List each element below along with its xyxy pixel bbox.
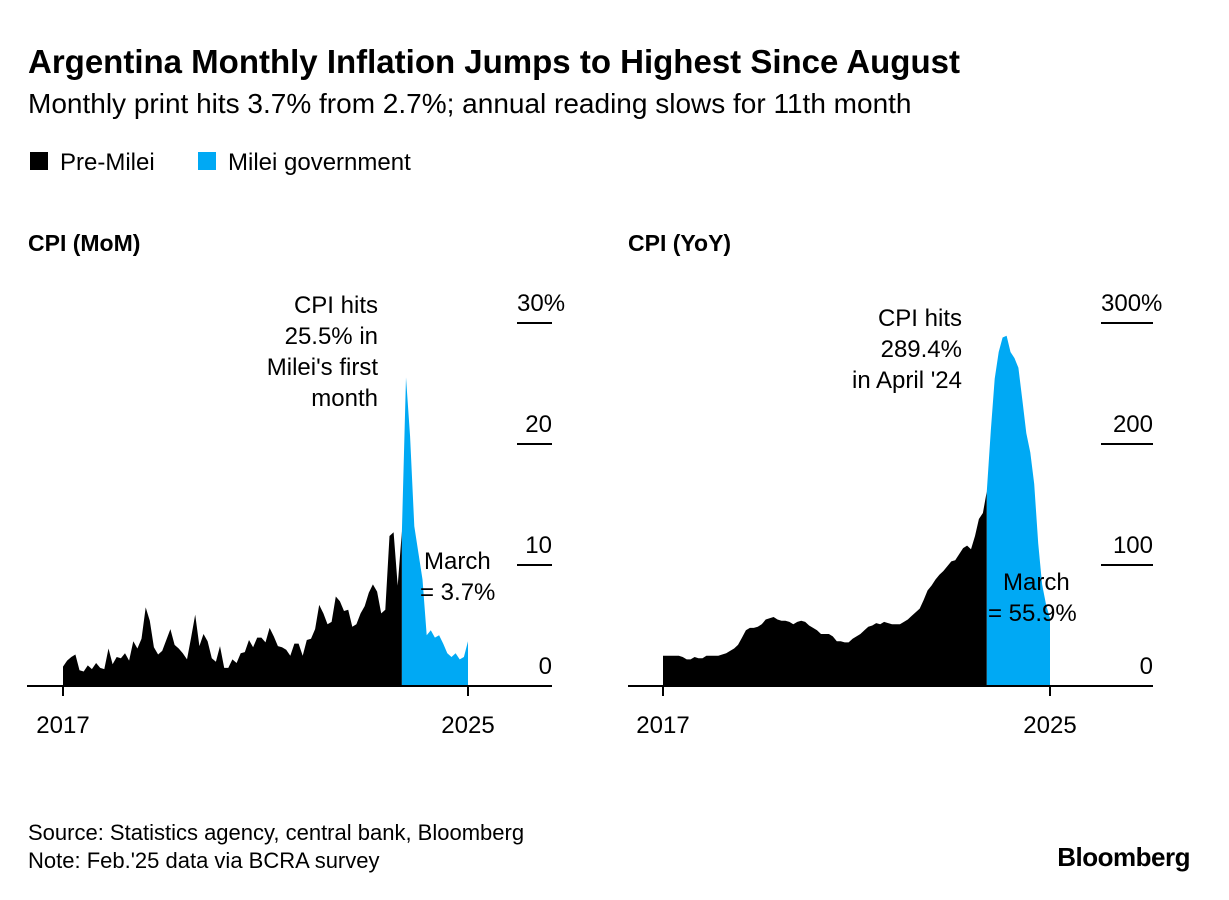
x-tick-label-2017: 2017 bbox=[636, 712, 689, 739]
panel-yoy: CPI (YoY) 0 100 200 300% 2017 2025 CPI hits… bbox=[628, 230, 1162, 739]
annotation-line: 289.4% bbox=[881, 336, 962, 363]
annotation-line: CPI hits bbox=[294, 292, 378, 319]
x-tick-label-2017: 2017 bbox=[36, 712, 89, 739]
legend-swatch-pre-milei bbox=[30, 152, 48, 170]
legend-swatch-milei bbox=[198, 152, 216, 170]
milei-area bbox=[986, 335, 1050, 686]
annotation-march: March = 3.7% bbox=[420, 548, 495, 606]
legend-label-milei: Milei government bbox=[228, 149, 411, 176]
annotation-line: 25.5% in bbox=[285, 323, 378, 350]
milei-area bbox=[401, 377, 468, 686]
chart-subtitle: Monthly print hits 3.7% from 2.7%; annua… bbox=[28, 88, 912, 119]
annotation-line: CPI hits bbox=[878, 305, 962, 332]
legend: Pre-Milei Milei government bbox=[30, 149, 411, 176]
footnote: Note: Feb.'25 data via BCRA survey bbox=[28, 848, 379, 873]
y-tick-label: 30% bbox=[517, 290, 565, 317]
y-tick-label: 0 bbox=[539, 653, 552, 680]
bloomberg-logo: Bloomberg bbox=[1057, 842, 1190, 872]
panel-title-yoy: CPI (YoY) bbox=[628, 230, 731, 256]
x-tick-label-2025: 2025 bbox=[1023, 712, 1076, 739]
annotation-line: Milei's first bbox=[267, 354, 379, 381]
chart-title: Argentina Monthly Inflation Jumps to Hig… bbox=[28, 43, 960, 80]
legend-label-pre-milei: Pre-Milei bbox=[60, 149, 155, 176]
annotation-line: = 55.9% bbox=[988, 600, 1077, 627]
annotation-peak: CPI hits 289.4% in April '24 bbox=[852, 305, 962, 394]
annotation-line: March bbox=[424, 548, 491, 575]
y-tick-label: 20 bbox=[525, 411, 552, 438]
annotation-march: March = 55.9% bbox=[988, 569, 1077, 627]
annotation-line: month bbox=[311, 385, 378, 412]
source-note: Source: Statistics agency, central bank,… bbox=[28, 820, 524, 845]
pre-milei-area bbox=[63, 531, 402, 686]
annotation-line: = 3.7% bbox=[420, 579, 495, 606]
panel-title-mom: CPI (MoM) bbox=[28, 230, 140, 256]
pre-milei-area bbox=[663, 491, 987, 686]
y-tick-label: 100 bbox=[1113, 532, 1153, 559]
annotation-peak: CPI hits 25.5% in Milei's first month bbox=[267, 292, 379, 412]
y-tick-label: 0 bbox=[1140, 653, 1153, 680]
y-tick-label: 200 bbox=[1113, 411, 1153, 438]
y-tick-label: 10 bbox=[525, 532, 552, 559]
annotation-line: in April '24 bbox=[852, 367, 962, 394]
y-tick-label: 300% bbox=[1101, 290, 1162, 317]
panel-mom: CPI (MoM) 0 10 20 30% 2017 2025 CPI hits 25… bbox=[27, 230, 565, 739]
x-tick-label-2025: 2025 bbox=[441, 712, 494, 739]
annotation-line: March bbox=[1003, 569, 1070, 596]
